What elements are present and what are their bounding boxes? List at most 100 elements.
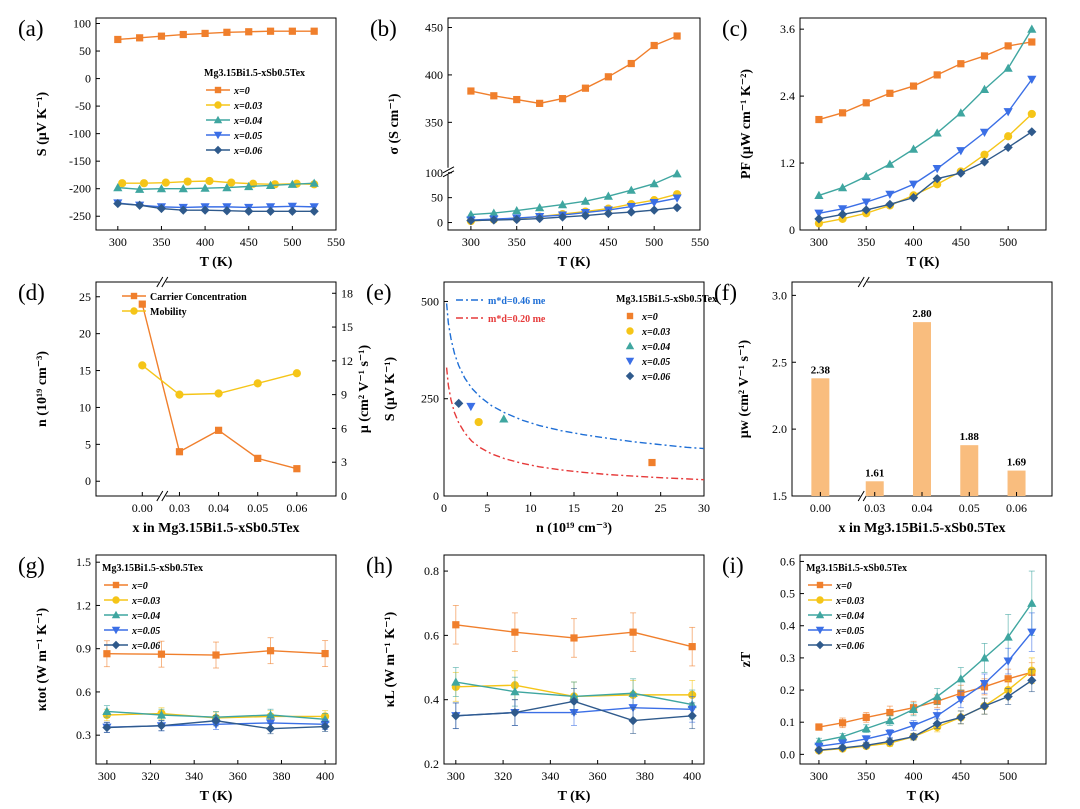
- x-tick-label: 20: [611, 501, 623, 515]
- legend-marker: [815, 610, 825, 619]
- series-0: [114, 27, 318, 44]
- axis-break-gap: [446, 167, 451, 175]
- data-point: [265, 724, 276, 734]
- y-tick-label: 1.5: [772, 489, 787, 503]
- panel-b: (b) 300 350 400 450 500 550 0 50 100 350 400 450 T (K…: [370, 16, 709, 270]
- legend-marker: [130, 292, 138, 300]
- series-4: [466, 203, 682, 226]
- data-point: [1003, 108, 1013, 117]
- data-point: [451, 711, 461, 721]
- data-point: [569, 696, 579, 706]
- series-4: [451, 688, 697, 734]
- data-point: [489, 215, 499, 225]
- data-point: [885, 729, 895, 739]
- series-0: [452, 605, 696, 667]
- panel-letter: (h): [366, 553, 393, 578]
- data-point: [886, 89, 894, 97]
- y-tick-label: 500: [421, 294, 439, 308]
- data-point: [178, 205, 188, 215]
- data-point: [211, 716, 221, 726]
- data-point: [629, 628, 637, 636]
- data-point: [648, 458, 656, 467]
- data-point: [932, 128, 942, 137]
- x-tick-label: 320: [494, 769, 512, 783]
- data-point: [135, 184, 145, 193]
- y-tick-label: 10: [79, 400, 91, 414]
- bar: [865, 481, 884, 496]
- data-point: [1028, 38, 1036, 46]
- legend-label: Mobility: [150, 307, 187, 318]
- x-tick-label: 340: [185, 769, 203, 783]
- x-tick-label: 10: [525, 501, 537, 515]
- axis-break-mark: [161, 490, 169, 502]
- y-axis-label: zT: [739, 651, 754, 667]
- panel-g: (g) 300 320 340 360 380 400 0.3 0.6 0.9 1.2 1.5 T (K…: [18, 553, 337, 804]
- y-tick-label: 2.4: [780, 89, 795, 103]
- y-tick-label: 0: [85, 474, 91, 488]
- x-tick-label: 0.06: [1006, 501, 1027, 515]
- legend-label: m*d=0.20 me: [488, 314, 546, 325]
- data-point: [956, 147, 966, 156]
- y-tick-label: 20: [79, 327, 91, 341]
- x-tick-label: 400: [316, 769, 334, 783]
- y-right-tick-label: 0: [341, 489, 347, 503]
- legend-label: x=0.06: [131, 641, 160, 652]
- legend-marker: [213, 115, 223, 124]
- x-axis-label: T (K): [200, 789, 233, 804]
- panel-letter: (f): [714, 280, 737, 305]
- series-2: [466, 169, 682, 219]
- y-tick-label: 5: [85, 437, 91, 451]
- data-point: [1027, 675, 1037, 685]
- panel-h: (h) 300 320 340 360 380 400 0.2 0.4 0.6 0.8 T (K) κL…: [366, 553, 705, 804]
- legend-label: x=0.05: [835, 626, 864, 637]
- data-point: [861, 171, 871, 181]
- x-axis-label: n (10¹⁹ cm⁻³): [536, 521, 612, 536]
- bar: [1007, 470, 1026, 496]
- y-tick-label: 0: [437, 216, 443, 230]
- data-point: [557, 212, 568, 222]
- series-line: [818, 679, 1033, 751]
- y-tick-label: 250: [421, 392, 439, 406]
- x-tick-label: 360: [229, 769, 247, 783]
- panel-f: (f) 1.5 2.0 2.5 3.0 0.00 2.38 0.03 1.61 0.04 2.80 0…: [714, 276, 1053, 536]
- data-point: [1004, 675, 1012, 683]
- series-4: [102, 715, 330, 735]
- series-line: [818, 602, 1033, 743]
- series-0: [138, 300, 301, 473]
- y-tick-label: 25: [79, 290, 91, 304]
- y-axis-label: n (10¹⁹ cm⁻³): [35, 351, 50, 427]
- data-point: [885, 736, 895, 747]
- plot-frame: [95, 17, 337, 231]
- series-2: [499, 414, 509, 423]
- data-point: [512, 214, 522, 225]
- data-point: [466, 402, 476, 412]
- legend-label: x=0.04: [131, 611, 160, 622]
- axis-break-gap: [158, 493, 166, 499]
- data-point: [837, 183, 848, 192]
- y-tick-label: 100: [73, 17, 91, 31]
- data-point: [175, 390, 184, 399]
- x-tick-label: 0.04: [912, 501, 933, 515]
- data-point: [451, 677, 461, 686]
- panel-e: (e) 0 5 10 15 20 25 30 0 250 500 n (10¹⁹ cm⁻³) S (μV…: [366, 280, 717, 536]
- legend-marker: [111, 626, 121, 635]
- data-point: [1027, 75, 1037, 84]
- x-tick-label: 450: [240, 235, 258, 249]
- x-tick-label: 450: [952, 235, 970, 249]
- x-tick-label: 400: [905, 769, 923, 783]
- axis-break-mark: [442, 170, 455, 178]
- x-tick-label: 350: [857, 769, 875, 783]
- series-line: [818, 78, 1033, 214]
- data-point: [932, 691, 942, 701]
- series-line: [818, 670, 1033, 752]
- data-point: [932, 712, 942, 721]
- data-point: [957, 60, 965, 68]
- series-4: [454, 398, 464, 408]
- series-1: [138, 361, 301, 399]
- y-tick-label: 450: [425, 20, 443, 34]
- data-point: [512, 205, 522, 215]
- data-point: [102, 722, 112, 733]
- series-2: [814, 570, 1037, 746]
- series-line: [117, 182, 315, 190]
- axis-break-mark: [156, 490, 164, 502]
